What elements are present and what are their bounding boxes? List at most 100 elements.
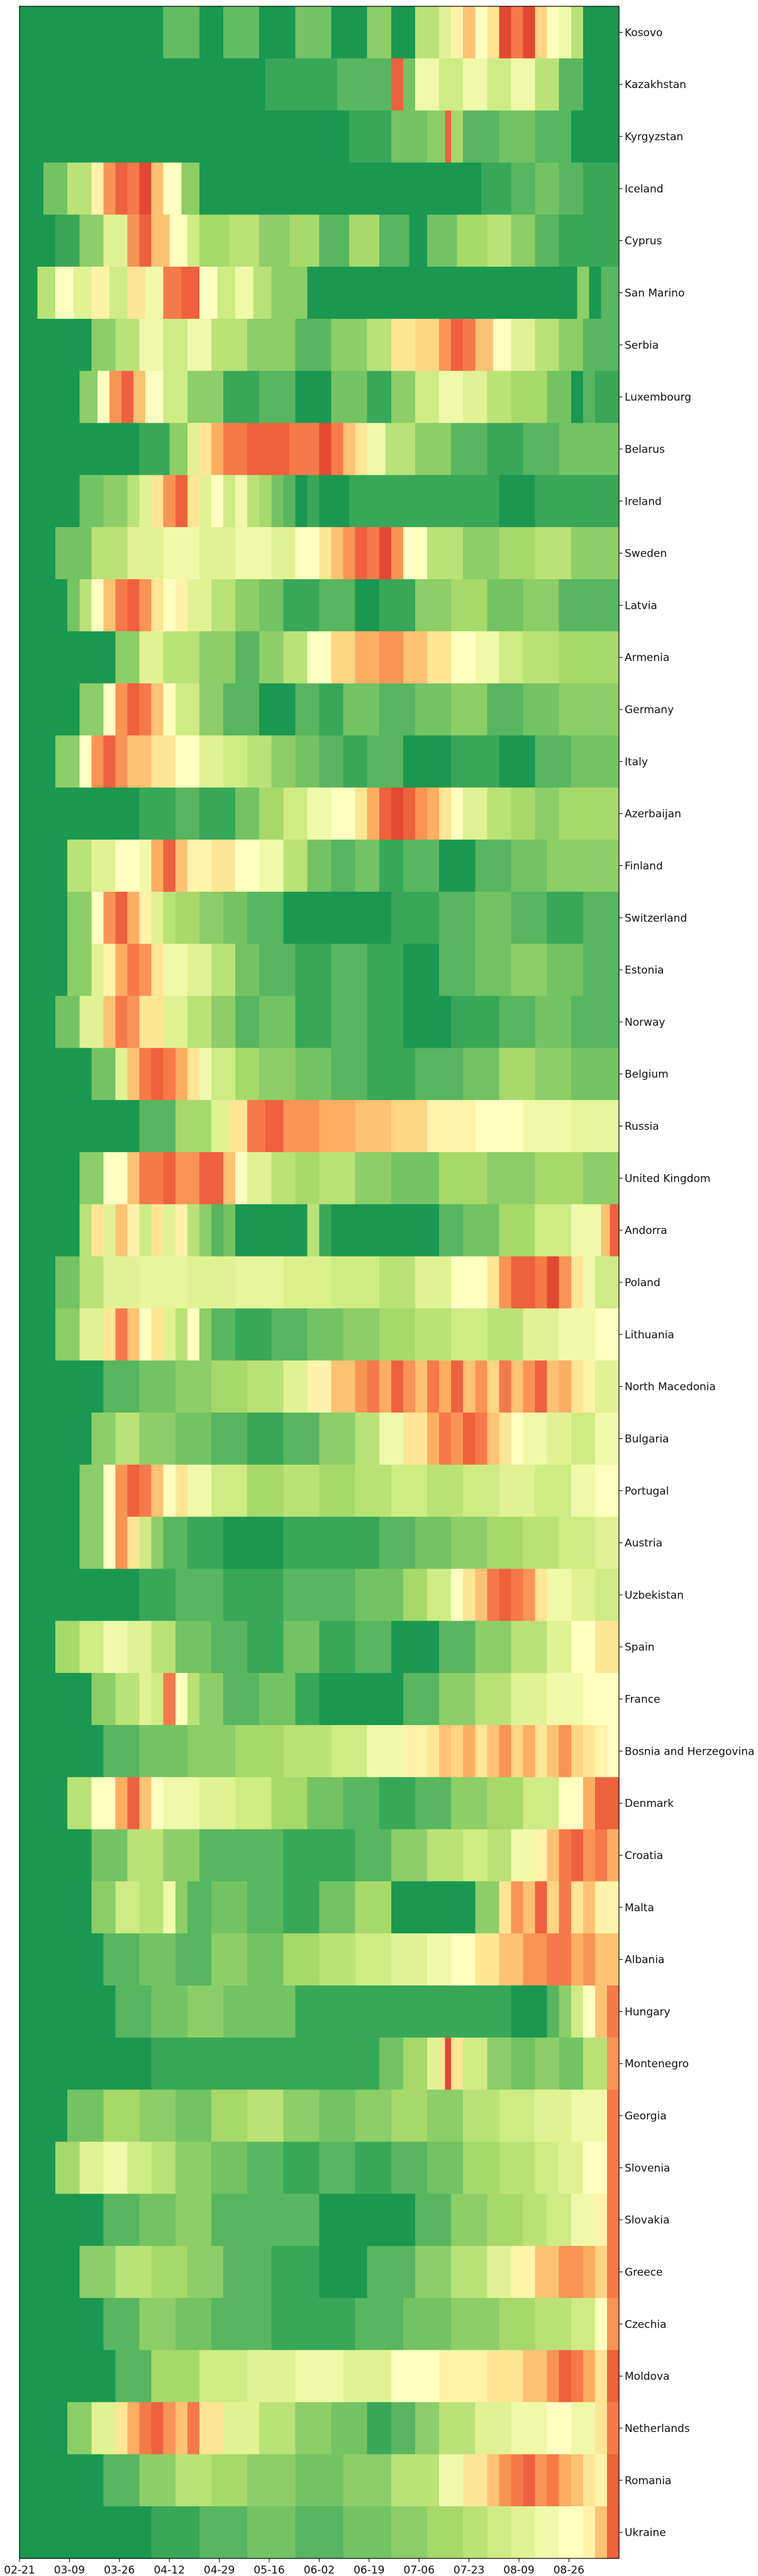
row-label: Netherlands [625, 2423, 690, 2435]
heatmap-row [20, 1100, 619, 1153]
row-label: Hungary [625, 2006, 671, 2018]
row-label: Kyrgyzstan [625, 131, 683, 143]
row-labels: Kosovo Kazakhstan Kyrgyzstan Iceland Cyprus S… [619, 26, 754, 2540]
heatmap-row [20, 1568, 619, 1621]
x-tick-label: 08-26 [554, 2564, 584, 2576]
row-label: Austria [625, 1537, 662, 1550]
row-label: Russia [625, 1121, 659, 1133]
x-tick-label: 06-19 [354, 2564, 384, 2576]
row-label: Montenegro [625, 2058, 689, 2070]
row-label: Croatia [625, 1850, 663, 1862]
row-label: Iceland [625, 183, 664, 196]
row-label: Italy [625, 756, 648, 769]
row-label: Slovakia [625, 2214, 669, 2227]
row-label: Sweden [625, 548, 667, 560]
row-label: Finland [625, 860, 663, 872]
x-tick-label: 06-02 [304, 2564, 335, 2576]
row-label: Moldova [625, 2370, 669, 2383]
heatmap-row [20, 162, 619, 215]
row-label: Spain [625, 1641, 655, 1654]
x-tick-label: 07-06 [403, 2564, 434, 2576]
heatmap-row [20, 579, 619, 632]
heatmap-row [20, 527, 619, 580]
row-label: Romania [625, 2475, 671, 2487]
heatmap-row [20, 1308, 619, 1361]
row-label: Luxembourg [625, 391, 691, 404]
heatmap-row [20, 2089, 619, 2143]
row-label: Greece [625, 2267, 663, 2279]
heatmap-row [20, 2454, 619, 2507]
heatmap-row [20, 1724, 619, 1778]
heatmap-row [20, 1881, 619, 1934]
heatmap-row [20, 2037, 619, 2090]
heatmap-row [20, 631, 619, 684]
row-label: Kosovo [625, 26, 662, 39]
row-label: Serbia [625, 339, 659, 352]
heatmap-row [20, 1204, 619, 1257]
heatmap-row [20, 318, 619, 372]
row-label: Poland [625, 1277, 660, 1289]
row-label: Andorra [625, 1224, 667, 1237]
heatmap-row [20, 943, 619, 997]
row-label: Malta [625, 1902, 654, 1914]
row-label: North Macedonia [625, 1381, 716, 1394]
row-label: Denmark [625, 1797, 674, 1810]
row-label: Belgium [625, 1069, 669, 1081]
row-label: Cyprus [625, 235, 662, 248]
row-label: Albania [625, 1954, 664, 1967]
heatmap-row [20, 996, 619, 1048]
row-label: Belarus [625, 443, 665, 456]
row-label: Kazakhstan [625, 79, 686, 91]
row-label: Lithuania [625, 1329, 674, 1341]
row-label: Azerbaijan [625, 808, 681, 821]
row-label: Portugal [625, 1485, 669, 1497]
row-label: Ukraine [625, 2527, 666, 2540]
x-tick-label: 04-12 [153, 2564, 184, 2576]
heatmap-row [20, 423, 619, 475]
heatmap-row [20, 1464, 619, 1518]
heatmap-row [20, 2194, 619, 2246]
x-tick-label: 07-23 [454, 2564, 484, 2576]
heatmap-row [20, 735, 619, 788]
row-label: Latvia [625, 599, 657, 612]
heatmap-rows [20, 6, 619, 2559]
heatmap-row [20, 1256, 619, 1309]
heatmap-row [20, 787, 619, 840]
row-label: France [625, 1694, 660, 1706]
heatmap-row [20, 891, 619, 945]
x-tick-label: 08-09 [503, 2564, 534, 2576]
heatmap-row [20, 2506, 619, 2559]
x-axis-ticks: 02-21 03-09 03-26 04-12 04-29 05-16 06-02 06-19… [4, 2558, 584, 2576]
heatmap-row [20, 840, 619, 892]
heatmap-row [20, 370, 619, 424]
heatmap-row [20, 2141, 619, 2194]
x-tick-label: 03-26 [104, 2564, 135, 2576]
row-label: Estonia [625, 964, 664, 977]
row-label: United Kingdom [625, 1172, 710, 1185]
heatmap-row [20, 475, 619, 528]
heatmap-row [20, 1516, 619, 1570]
heatmap-row [20, 1673, 619, 1726]
heatmap-row [20, 2246, 619, 2299]
heatmap-row [20, 110, 619, 164]
heatmap-row [20, 214, 619, 267]
x-tick-label: 02-21 [4, 2564, 35, 2576]
row-label: Norway [625, 1016, 666, 1029]
heatmap-row [20, 1048, 619, 1101]
row-label: Georgia [625, 2110, 667, 2123]
heatmap-row [20, 1360, 619, 1413]
heatmap-row [20, 1413, 619, 1465]
row-label: San Marino [625, 287, 684, 299]
heatmap-row [20, 1985, 619, 2038]
heatmap-row [20, 1152, 619, 1205]
row-label: Czechia [625, 2318, 667, 2331]
heatmap-row [20, 1829, 619, 1882]
heatmap-row [20, 1621, 619, 1674]
heatmap-row [20, 267, 619, 319]
heatmap-row [20, 58, 619, 111]
x-tick-label: 05-16 [254, 2564, 284, 2576]
heatmap-row [20, 2402, 619, 2455]
heatmap-row [20, 1933, 619, 1986]
row-label: Bosnia and Herzegovina [625, 1745, 754, 1758]
